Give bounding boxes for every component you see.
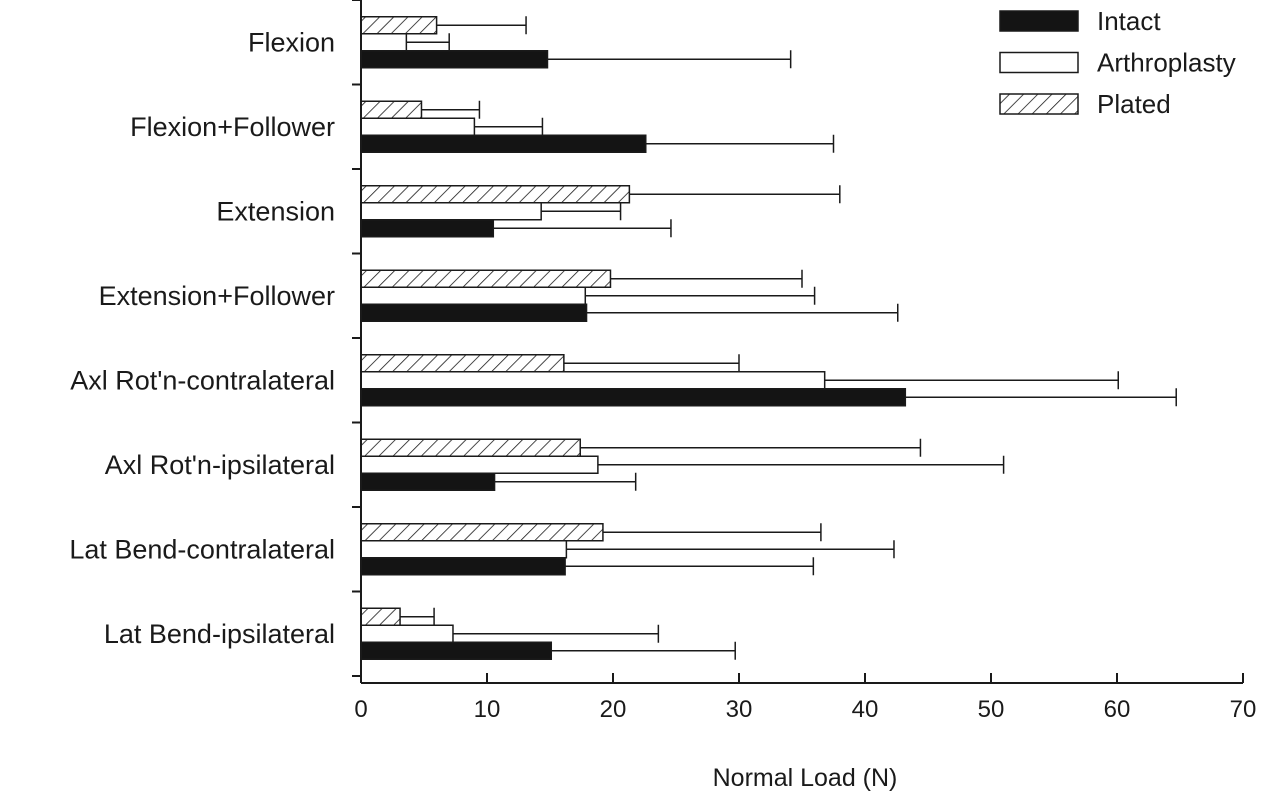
x-ticks-layer: 0 10 20 30 40 50 60 70	[354, 673, 1256, 723]
legend: Intact Arthroplasty Plated	[999, 6, 1236, 119]
x-tick-label: 30	[726, 696, 753, 723]
bar-plated	[360, 100, 423, 119]
category-label: Axl Rot'n-ipsilateral	[105, 450, 335, 480]
bar-plated	[360, 438, 581, 457]
bar-intact	[360, 50, 549, 69]
bar-intact	[360, 641, 553, 660]
x-tick-label: 70	[1230, 696, 1257, 723]
x-tick-label: 10	[474, 696, 501, 723]
x-tick-label: 40	[852, 696, 879, 723]
legend-swatch-plated	[999, 93, 1079, 115]
legend-swatch-arthroplasty	[999, 51, 1079, 74]
bar-plated	[360, 269, 612, 288]
bar-arthroplasty	[360, 33, 408, 52]
x-axis-label: Normal Load (N)	[713, 764, 898, 792]
bar-plated	[360, 16, 438, 35]
bar-intact	[360, 388, 907, 407]
category-label: Extension	[216, 196, 335, 226]
legend-label-intact: Intact	[1097, 6, 1161, 36]
axes-layer	[360, 0, 1243, 684]
bar-intact	[360, 557, 566, 576]
legend-label-arthroplasty: Arthroplasty	[1097, 48, 1236, 78]
bar-intact	[360, 472, 496, 491]
category-label: Lat Bend-contralateral	[69, 534, 335, 564]
bar-arthroplasty	[360, 624, 454, 643]
bar-plated	[360, 607, 401, 626]
bar-plated	[360, 354, 565, 373]
bar-intact	[360, 134, 647, 153]
category-label: Axl Rot'n-contralateral	[70, 365, 335, 395]
bar-arthroplasty	[360, 371, 826, 390]
category-label: Lat Bend-ipsilateral	[104, 619, 335, 649]
y-ticks-layer: Flexion Flexion+Follower Extension Extensio…	[69, 0, 361, 677]
category-label: Extension+Follower	[99, 281, 335, 311]
x-tick-label: 60	[1104, 696, 1131, 723]
category-label: Flexion+Follower	[130, 112, 335, 142]
legend-swatch-intact	[999, 10, 1079, 32]
x-tick-label: 0	[354, 696, 367, 723]
bar-arthroplasty	[360, 286, 587, 305]
bar-arthroplasty	[360, 540, 568, 559]
bars-layer	[360, 16, 1177, 660]
bar-arthroplasty	[360, 455, 599, 474]
x-tick-label: 50	[978, 696, 1005, 723]
legend-label-plated: Plated	[1097, 89, 1171, 119]
category-label: Flexion	[248, 27, 335, 57]
bar-plated	[360, 523, 604, 542]
bar-arthroplasty	[360, 117, 476, 136]
bar-arthroplasty	[360, 202, 542, 221]
bar-intact	[360, 219, 495, 238]
bar-intact	[360, 303, 588, 322]
x-tick-label: 20	[600, 696, 627, 723]
bar-plated	[360, 185, 631, 204]
